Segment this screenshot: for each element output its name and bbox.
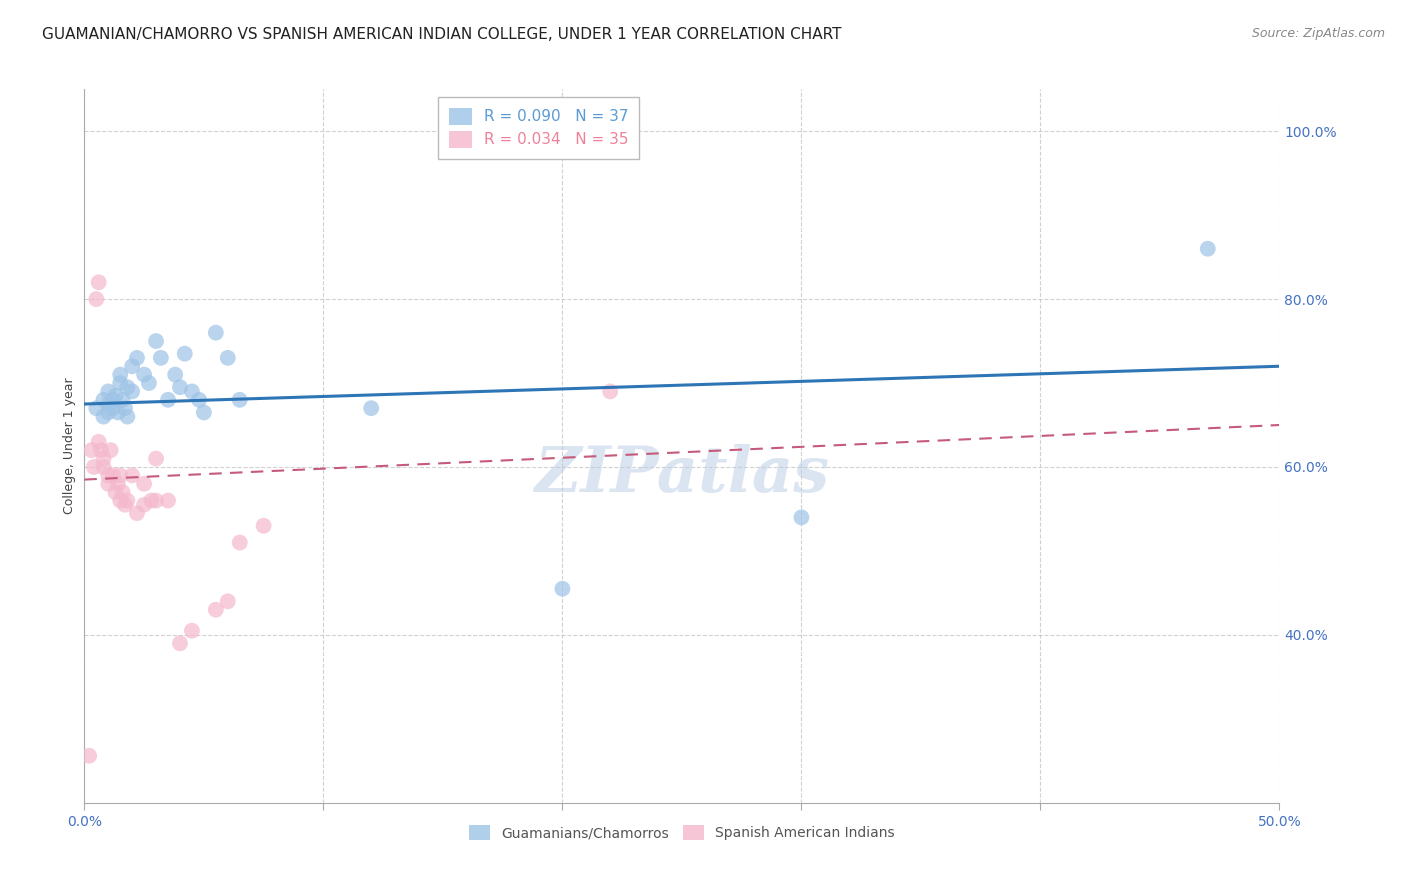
Point xyxy=(169,380,191,394)
Point xyxy=(229,535,252,549)
Point xyxy=(111,485,134,500)
Point xyxy=(97,397,120,411)
Point xyxy=(360,401,382,416)
Point xyxy=(138,376,160,390)
Point xyxy=(93,451,115,466)
Text: Source: ZipAtlas.com: Source: ZipAtlas.com xyxy=(1251,27,1385,40)
Point xyxy=(125,506,148,520)
Point xyxy=(599,384,621,399)
Point xyxy=(114,401,136,416)
Point xyxy=(117,409,139,424)
Point xyxy=(157,392,180,407)
Point xyxy=(97,468,120,483)
Point xyxy=(169,636,191,650)
Point xyxy=(110,376,132,390)
Point xyxy=(173,346,195,360)
Point xyxy=(100,443,122,458)
Point xyxy=(141,493,163,508)
Point xyxy=(145,334,167,348)
Point xyxy=(132,476,156,491)
Point xyxy=(157,493,180,508)
Point xyxy=(117,380,139,394)
Point xyxy=(149,351,172,365)
Point xyxy=(111,392,134,407)
Point xyxy=(93,392,115,407)
Point xyxy=(77,748,100,763)
Point xyxy=(1197,242,1219,256)
Point xyxy=(110,368,132,382)
Point xyxy=(101,401,124,416)
Point xyxy=(205,326,228,340)
Legend: Guamanians/Chamorros, Spanish American Indians: Guamanians/Chamorros, Spanish American I… xyxy=(464,820,900,846)
Point xyxy=(217,351,239,365)
Point xyxy=(121,359,143,374)
Point xyxy=(165,368,187,382)
Point xyxy=(90,443,112,458)
Point xyxy=(110,468,132,483)
Point xyxy=(193,405,215,419)
Point xyxy=(104,485,127,500)
Point xyxy=(87,275,110,289)
Point xyxy=(80,443,103,458)
Point xyxy=(83,460,105,475)
Text: GUAMANIAN/CHAMORRO VS SPANISH AMERICAN INDIAN COLLEGE, UNDER 1 YEAR CORRELATION : GUAMANIAN/CHAMORRO VS SPANISH AMERICAN I… xyxy=(42,27,842,42)
Point xyxy=(117,493,139,508)
Point xyxy=(551,582,574,596)
Text: ZIPatlas: ZIPatlas xyxy=(534,444,830,505)
Point xyxy=(181,624,204,638)
Point xyxy=(145,493,167,508)
Point xyxy=(86,292,108,306)
Point xyxy=(205,603,228,617)
Point xyxy=(101,468,124,483)
Point xyxy=(97,384,120,399)
Point xyxy=(93,460,115,475)
Point xyxy=(97,476,120,491)
Point xyxy=(125,351,148,365)
Point xyxy=(114,498,136,512)
Point xyxy=(107,405,129,419)
Point xyxy=(121,384,143,399)
Point xyxy=(132,498,156,512)
Point xyxy=(107,476,129,491)
Y-axis label: College, Under 1 year: College, Under 1 year xyxy=(63,377,76,515)
Point xyxy=(181,384,204,399)
Point xyxy=(86,401,108,416)
Point xyxy=(229,392,252,407)
Point xyxy=(217,594,239,608)
Point xyxy=(121,468,143,483)
Point xyxy=(87,434,110,449)
Point xyxy=(101,392,124,407)
Point xyxy=(188,392,211,407)
Point xyxy=(132,368,156,382)
Point xyxy=(790,510,813,524)
Point xyxy=(145,451,167,466)
Point xyxy=(110,493,132,508)
Point xyxy=(93,409,115,424)
Point xyxy=(97,405,120,419)
Point xyxy=(104,389,127,403)
Point xyxy=(253,518,276,533)
